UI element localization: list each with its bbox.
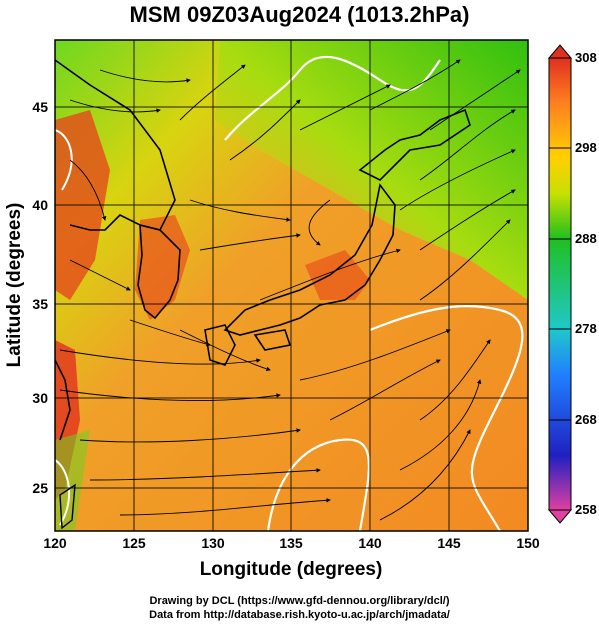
colorbar-tick-label: 308 [575, 50, 597, 65]
x-tick-label: 135 [279, 535, 303, 551]
x-tick-label: 150 [516, 535, 540, 551]
x-tick-label: 130 [201, 535, 225, 551]
x-tick-label: 140 [358, 535, 382, 551]
y-tick-label: 35 [32, 296, 48, 312]
credit-drawing: Drawing by DCL (https://www.gfd-dennou.o… [149, 595, 450, 607]
colorbar: 308 298 288 278 268 258 [547, 44, 597, 524]
plot-frame [54, 39, 529, 532]
y-tick-label: 25 [32, 480, 48, 496]
x-tick-label: 145 [437, 535, 461, 551]
credit-data: Data from http://database.rish.kyoto-u.a… [149, 609, 450, 621]
wind-streamlines [59, 59, 521, 521]
colorbar-tick-label: 268 [575, 412, 597, 427]
colorbar-tick-label: 258 [575, 502, 597, 517]
colorbar-tick-label: 298 [575, 140, 597, 155]
y-tick-label: 45 [32, 99, 48, 115]
colorbar-tick-label: 288 [575, 231, 597, 246]
x-axis-label: Longitude (degrees) [200, 559, 383, 580]
x-tick-label: 125 [122, 535, 146, 551]
y-tick-labels: 25 30 35 40 45 [32, 99, 48, 496]
y-axis-label: Latitude (degrees) [4, 203, 25, 368]
colorbar-tick-label: 278 [575, 321, 597, 336]
x-tick-label: 120 [43, 535, 67, 551]
x-tick-labels: 120 125 130 135 140 145 150 [43, 535, 540, 551]
y-tick-label: 30 [32, 390, 48, 406]
map-title: MSM 09Z03Aug2024 (1013.2hPa) [129, 2, 470, 27]
map-grid [55, 40, 528, 531]
y-tick-label: 40 [32, 197, 48, 213]
